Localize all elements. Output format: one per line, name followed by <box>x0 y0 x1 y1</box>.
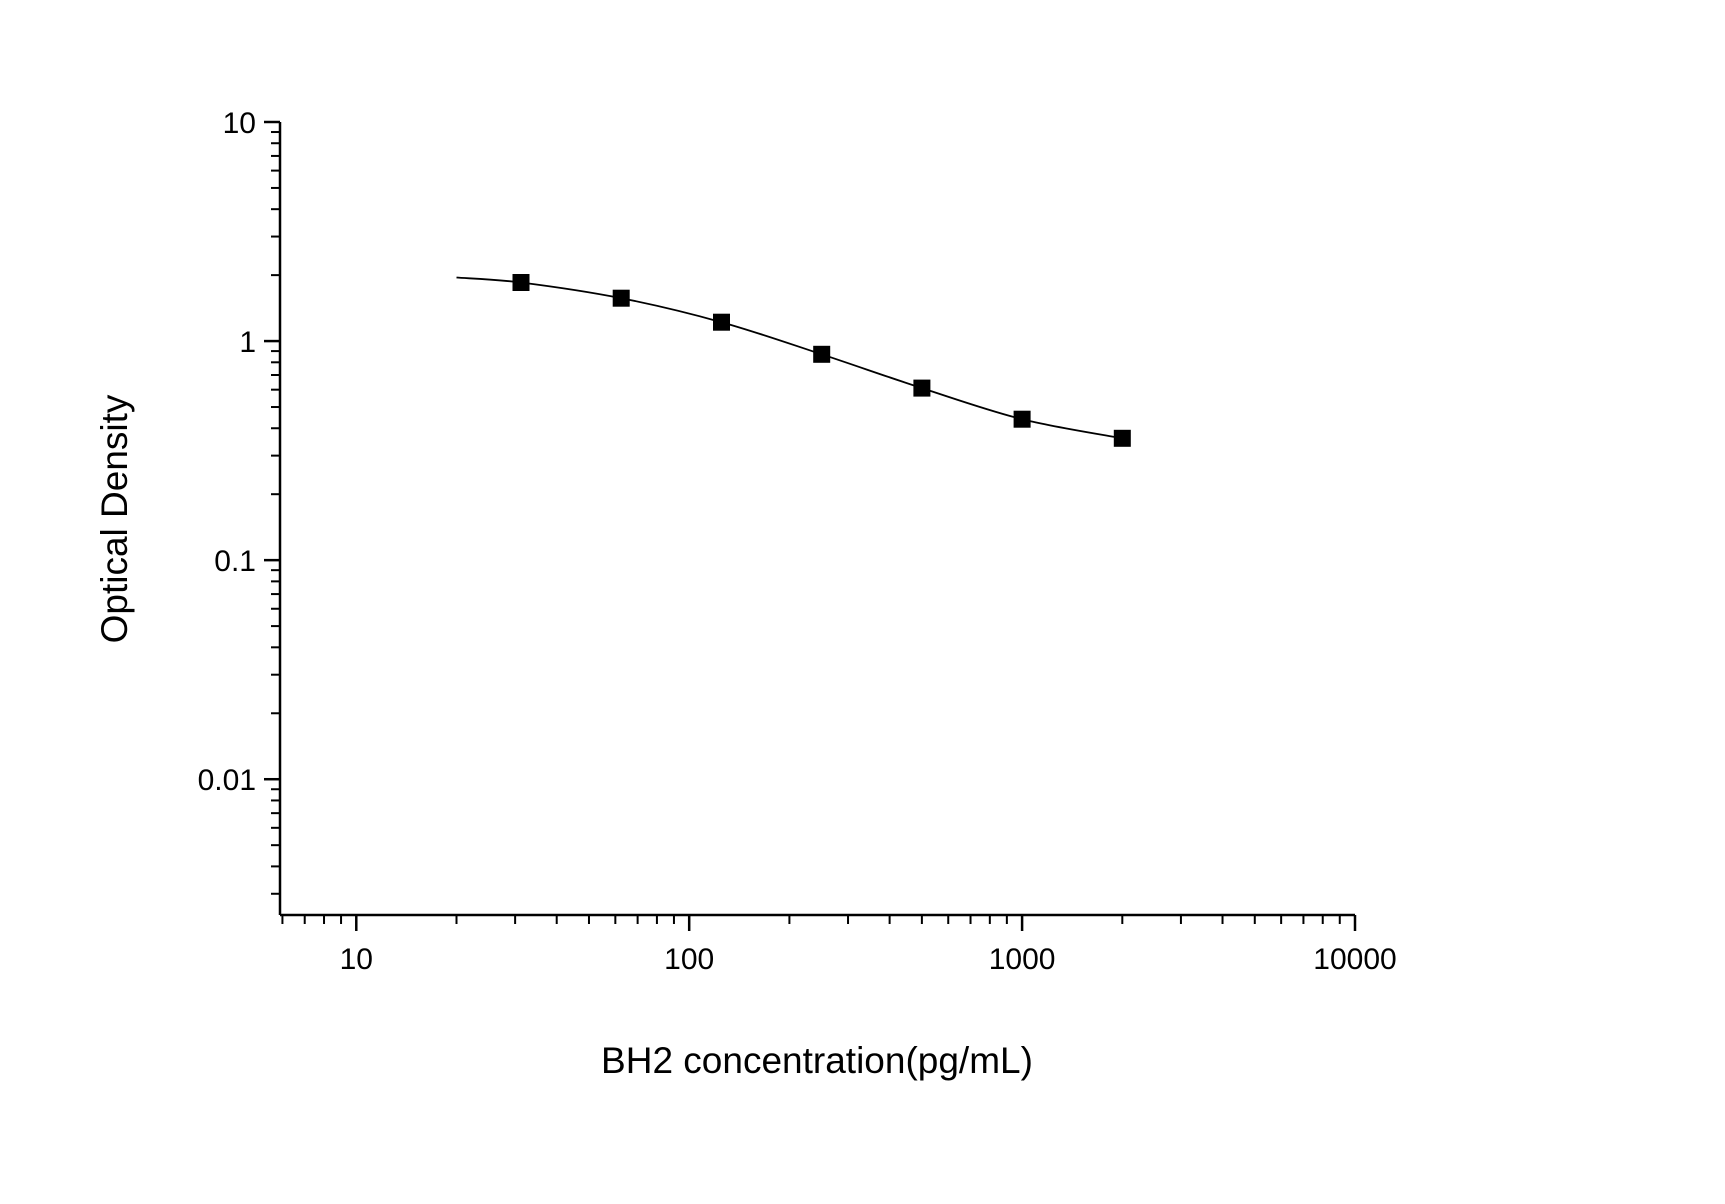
data-point-marker <box>813 345 831 363</box>
x-tick-label: 100 <box>664 943 714 976</box>
plot-area: 10 100 1000 10000 0.01 0.1 1 10 <box>198 107 1397 976</box>
y-axis-title: Optical Density <box>94 394 135 643</box>
x-axis-title: BH2 concentration(pg/mL) <box>601 1040 1033 1081</box>
data-point-marker <box>713 313 730 331</box>
y-tick-label: 1 <box>239 326 256 359</box>
x-tick-label: 10 <box>340 943 373 976</box>
data-point-marker <box>913 379 931 397</box>
x-tick-label: 1000 <box>989 943 1056 976</box>
data-point-marker <box>512 274 530 291</box>
data-point-marker <box>612 289 630 307</box>
data-point-marker <box>1113 429 1131 447</box>
y-tick-label: 10 <box>223 107 256 140</box>
x-tick-label: 10000 <box>1313 943 1396 976</box>
data-point-marker <box>1013 410 1031 428</box>
y-tick-label: 0.1 <box>214 545 256 578</box>
y-tick-label: 0.01 <box>198 764 256 797</box>
